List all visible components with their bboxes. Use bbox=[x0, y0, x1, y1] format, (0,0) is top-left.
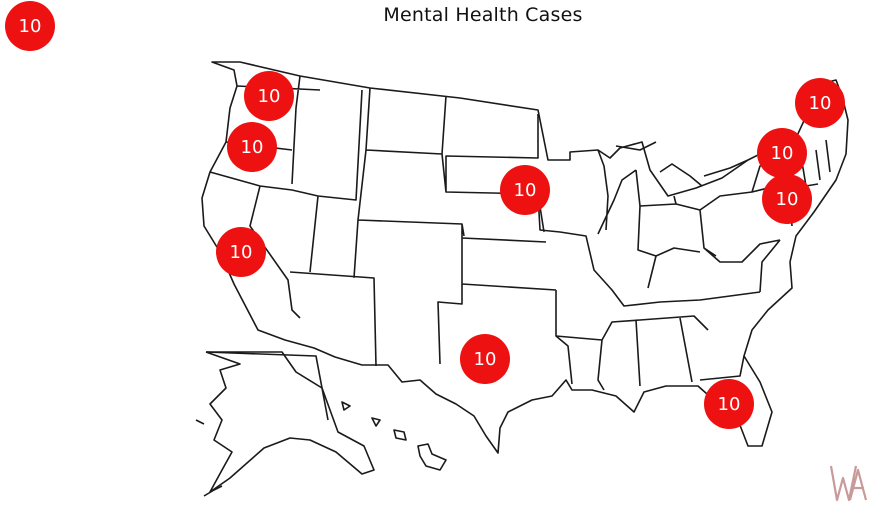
marker-value: 10 bbox=[775, 188, 799, 210]
marker-value: 10 bbox=[240, 136, 264, 158]
great-lakes bbox=[615, 141, 749, 187]
marker-florida[interactable]: 10 bbox=[704, 379, 754, 429]
marker-oregon[interactable]: 10 bbox=[227, 122, 277, 172]
marker-nebraska[interactable]: 10 bbox=[500, 165, 550, 215]
marker-value: 10 bbox=[770, 142, 794, 164]
contiguous-us-outline bbox=[201, 61, 849, 454]
marker-value: 10 bbox=[808, 92, 832, 114]
marker-massachusetts[interactable]: 10 bbox=[757, 128, 807, 178]
marker-maine[interactable]: 10 bbox=[795, 78, 845, 128]
watermark-logo bbox=[829, 465, 868, 502]
marker-new-jersey[interactable]: 10 bbox=[762, 174, 812, 224]
marker-washington[interactable]: 10 bbox=[244, 71, 294, 121]
marker-value: 10 bbox=[257, 85, 281, 107]
marker-california[interactable]: 10 bbox=[216, 227, 266, 277]
alaska-outline bbox=[205, 351, 375, 493]
alaska-border bbox=[205, 351, 329, 421]
legend-marker-value: 10 bbox=[18, 15, 42, 37]
state-borders bbox=[209, 75, 831, 391]
map-title: Mental Health Cases bbox=[383, 4, 583, 26]
aleutian-islands bbox=[195, 419, 223, 497]
marker-texas[interactable]: 10 bbox=[460, 334, 510, 384]
marker-value: 10 bbox=[229, 241, 253, 263]
hawaii-islands bbox=[341, 401, 447, 471]
legend-marker: 10 bbox=[5, 1, 55, 51]
marker-value: 10 bbox=[717, 393, 741, 415]
marker-value: 10 bbox=[513, 179, 537, 201]
marker-value: 10 bbox=[473, 348, 497, 370]
